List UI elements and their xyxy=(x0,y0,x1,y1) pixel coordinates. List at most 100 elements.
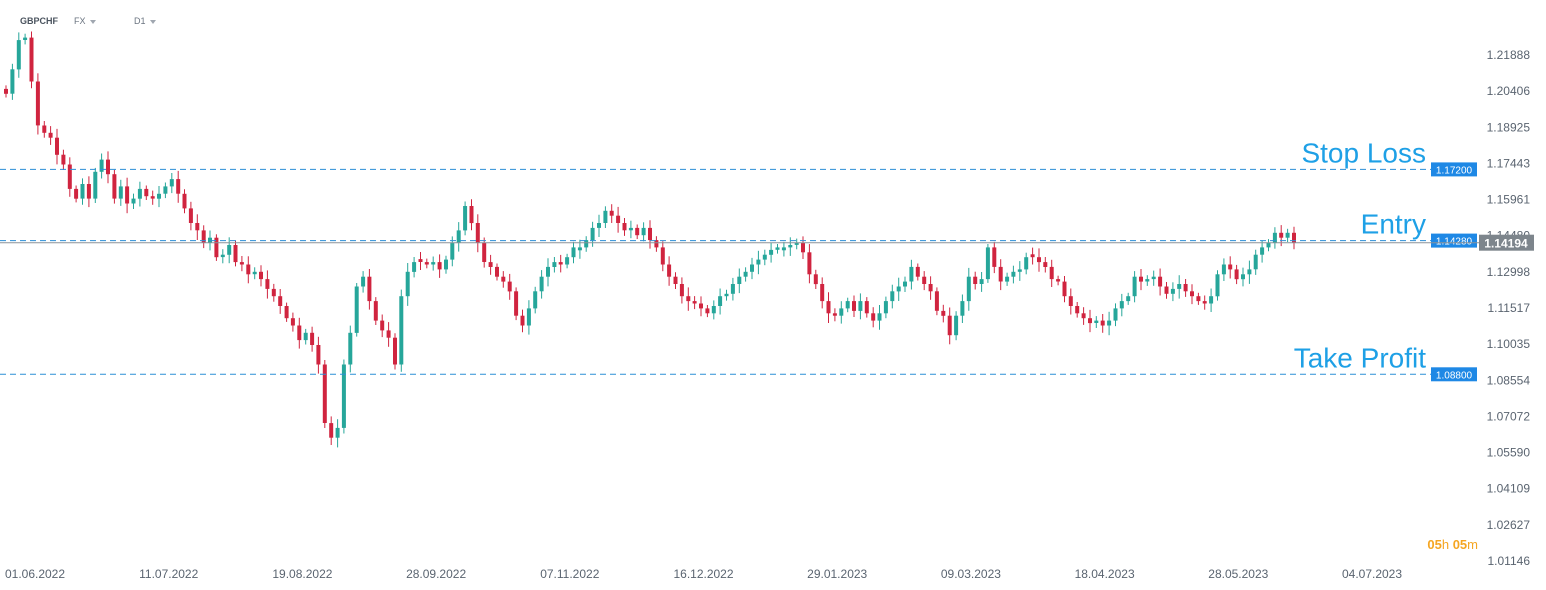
candle xyxy=(322,360,327,428)
candle-body xyxy=(743,271,748,277)
candle xyxy=(622,218,627,236)
candle xyxy=(743,267,748,282)
candle-body xyxy=(1043,262,1048,267)
candle-body xyxy=(826,301,831,314)
candle xyxy=(832,308,837,322)
candle-body xyxy=(794,242,799,245)
candle-body xyxy=(259,271,263,280)
candle-body xyxy=(609,210,614,216)
candle-body xyxy=(188,208,193,223)
stop-loss-level: 1.17200 Stop Loss xyxy=(0,137,1477,177)
candle xyxy=(1177,275,1182,299)
x-tick-label: 04.07.2023 xyxy=(1342,567,1402,581)
candle xyxy=(609,204,614,223)
y-tick-label: 1.21888 xyxy=(1487,48,1531,62)
candle xyxy=(597,214,601,237)
candle-body xyxy=(922,276,927,284)
candle xyxy=(316,336,321,374)
candle xyxy=(67,157,72,197)
candle-body xyxy=(322,364,327,423)
candle xyxy=(941,304,946,323)
x-tick-label: 28.09.2022 xyxy=(406,567,466,581)
candle xyxy=(1202,295,1207,310)
candle-body xyxy=(444,259,448,270)
candle xyxy=(985,244,990,283)
candle-body xyxy=(730,284,735,294)
candle xyxy=(227,237,232,264)
x-tick-label: 28.05.2023 xyxy=(1208,567,1268,581)
candle xyxy=(648,220,652,249)
candle xyxy=(61,149,66,170)
candle xyxy=(144,185,149,200)
candle-body xyxy=(501,276,506,282)
candle-body xyxy=(4,88,8,94)
candle xyxy=(1241,267,1245,287)
y-tick-label: 1.04109 xyxy=(1487,482,1531,496)
candle-body xyxy=(144,188,149,197)
candle-body xyxy=(526,308,531,326)
candle-body xyxy=(1285,232,1290,238)
candle xyxy=(979,272,984,292)
candle-body xyxy=(954,315,959,336)
candle-body xyxy=(316,345,321,365)
symbol-label[interactable]: GBPCHF xyxy=(20,16,58,26)
candle-body xyxy=(839,308,844,316)
candle-body xyxy=(271,288,276,297)
candle xyxy=(1183,279,1188,297)
candle-body xyxy=(341,364,346,428)
candle xyxy=(4,85,8,98)
candle xyxy=(303,328,308,345)
candle xyxy=(1011,265,1016,284)
candle-body xyxy=(992,247,997,267)
candle-body xyxy=(903,281,907,287)
candle-body xyxy=(832,313,837,316)
candle-body xyxy=(514,291,519,316)
candle-body xyxy=(93,171,98,199)
candle-body xyxy=(125,186,130,204)
timeframe-selector[interactable]: D1 xyxy=(134,16,156,26)
candle-body xyxy=(1113,308,1118,321)
candle xyxy=(125,177,130,214)
candle xyxy=(514,287,519,321)
candle-body xyxy=(482,242,487,262)
candle-body xyxy=(648,227,652,241)
candle xyxy=(93,167,98,203)
candle-body xyxy=(1005,276,1010,282)
candle xyxy=(1228,256,1233,279)
candle-body xyxy=(1037,257,1041,263)
candle xyxy=(1151,270,1156,286)
market-selector[interactable]: FX xyxy=(74,16,96,26)
candle-body xyxy=(1081,313,1086,319)
candle xyxy=(335,419,340,448)
candle xyxy=(1043,257,1048,273)
candle-body xyxy=(373,301,378,321)
y-tick-label: 1.11517 xyxy=(1488,301,1531,315)
candle-body xyxy=(1183,284,1188,292)
candle-body xyxy=(335,427,340,438)
candle xyxy=(928,276,933,300)
candle-body xyxy=(1017,269,1022,272)
candle xyxy=(1164,282,1169,299)
candle-body xyxy=(597,223,601,228)
candle xyxy=(1145,275,1150,286)
x-tick-label: 09.03.2023 xyxy=(941,567,1001,581)
candle xyxy=(405,263,410,306)
stop-loss-price-tag xyxy=(1431,162,1477,177)
candle-body xyxy=(418,259,423,262)
candle-body xyxy=(616,215,621,223)
candle-body xyxy=(367,276,372,302)
entry-price-tag xyxy=(1431,233,1477,248)
candle-body xyxy=(137,188,142,199)
candle-body xyxy=(1241,274,1245,280)
candle xyxy=(546,258,550,287)
candle xyxy=(750,257,754,280)
candle xyxy=(769,242,774,263)
entry-annotation: Entry xyxy=(1361,209,1426,240)
candle xyxy=(188,201,193,231)
candle-body xyxy=(909,266,914,282)
candle xyxy=(1081,307,1086,325)
candle xyxy=(724,289,729,301)
candle-body xyxy=(1266,242,1271,248)
candle xyxy=(915,263,920,281)
